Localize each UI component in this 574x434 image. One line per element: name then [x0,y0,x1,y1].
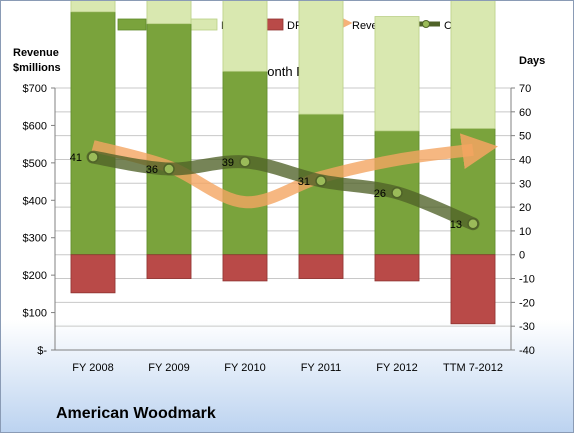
x-tick-label: FY 2011 [301,362,342,374]
bar-dso [374,16,420,132]
company-name: American Woodmark [56,405,216,422]
bar-dso [298,1,344,115]
plot-area [55,88,511,350]
right-tick-label: 10 [519,226,531,238]
x-tick-label: TTM 7-2012 [443,362,503,374]
bar-dpo [374,254,420,282]
x-tick-label: FY 2010 [224,362,265,374]
bar-dpo [70,254,116,294]
x-tick-label: FY 2008 [72,362,113,374]
ccc-point [391,187,403,199]
left-axis-label-line2: $millions [13,62,61,74]
bar-dso [146,1,192,25]
bar-dpo [146,254,192,279]
right-tick-label: -10 [519,274,535,286]
x-tick-label: FY 2009 [148,362,189,374]
left-tick-label: $700 [23,83,47,95]
left-tick-label: $200 [23,270,47,282]
right-tick-label: 0 [519,250,525,262]
ccc-data-label: 13 [450,219,462,231]
bar-dpo [450,254,496,325]
right-tick-label: 50 [519,131,531,143]
right-tick-label: 30 [519,178,531,190]
bar-dso [450,1,496,129]
left-tick-label: $- [37,345,47,357]
ccc-line [86,150,480,231]
ccc-point [315,175,327,187]
ccc-data-label: 26 [374,188,386,200]
legend-marker [422,20,430,28]
bar-dpo [222,254,268,282]
legend-swatch [188,18,218,31]
right-tick-label: -40 [519,345,535,357]
ccc-data-label: 31 [298,176,310,188]
ccc-point [467,218,479,230]
right-axis-label: Days [519,55,545,67]
left-tick-label: $500 [23,158,47,170]
right-tick-label: -20 [519,297,535,309]
legend-swatch [117,18,147,31]
bar-dso [70,1,116,13]
ccc-data-label: 39 [222,157,234,169]
right-tick-label: 70 [519,83,531,95]
ccc-point [239,156,251,168]
left-tick-label: $300 [23,233,47,245]
lines: 41 36 39 31 26 13 [70,133,498,231]
right-tick-label: 40 [519,154,531,166]
bar-dio [146,23,192,256]
left-tick-label: $600 [23,120,47,132]
bar-dso [222,1,268,72]
axes: $- $100 $200 $300 $400 $500 $600 $700 -40 -30 -20 -… [23,83,535,374]
left-tick-label: $400 [23,195,47,207]
left-axis-label-line1: Revenue [13,47,59,59]
right-tick-label: 20 [519,202,531,214]
left-tick-label: $100 [23,308,47,320]
ccc-data-label: 41 [70,152,82,164]
ccc-point [163,163,175,175]
ccc-point [87,151,99,163]
right-tick-label: 60 [519,107,531,119]
bar-dpo [298,254,344,279]
x-tick-label: FY 2012 [376,362,417,374]
ccc-data-label: 36 [146,164,158,176]
bar-dio [70,11,116,256]
right-tick-label: -30 [519,321,535,333]
